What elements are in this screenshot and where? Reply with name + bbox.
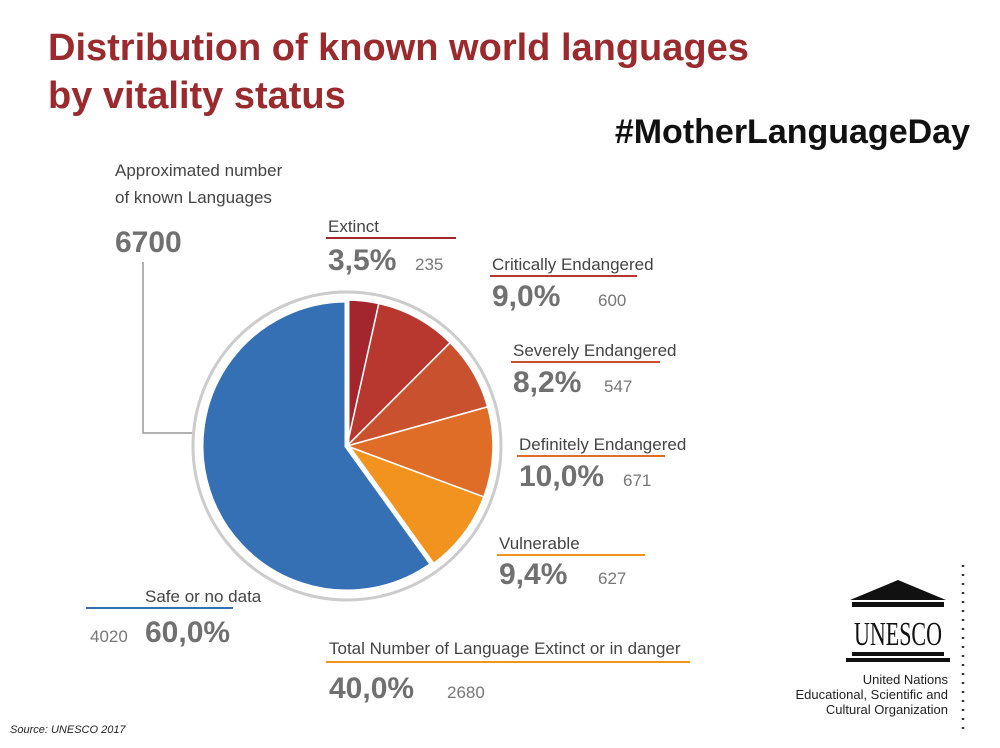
- percent-label: 8,2%: [513, 366, 581, 399]
- title-line: by vitality status: [48, 75, 346, 117]
- summary-label: Total Number of Language Extinct or in d…: [329, 639, 681, 658]
- category-label: Safe or no data: [145, 587, 262, 606]
- pie-slice: [345, 302, 452, 449]
- org-line: Educational, Scientific and: [796, 687, 948, 702]
- total-label: Approximated number: [115, 161, 283, 180]
- logo-name: UNESCO: [854, 616, 942, 653]
- category-label: Vulnerable: [499, 534, 580, 553]
- source: Source: UNESCO 2017: [10, 724, 126, 736]
- percent-label: 3,5%: [328, 244, 396, 277]
- count-label: 671: [623, 471, 651, 490]
- percent-label: 9,4%: [499, 558, 567, 591]
- total-value: 6700: [115, 226, 182, 259]
- summary-count: 2680: [447, 683, 485, 702]
- pie-slice: [198, 297, 436, 595]
- category-label: Critically Endangered: [492, 255, 654, 274]
- pie: [198, 297, 494, 595]
- hashtag: #MotherLanguageDay: [615, 113, 970, 151]
- connector: [142, 262, 192, 434]
- count-label: 600: [598, 291, 626, 310]
- category-label: Extinct: [328, 217, 379, 236]
- total-label: of known Languages: [115, 188, 272, 207]
- title-line: Distribution of known world languages: [48, 27, 749, 69]
- pie-slice: [344, 405, 494, 498]
- count-label: 235: [415, 255, 443, 274]
- unesco-logo: UNESCO: [846, 565, 965, 730]
- org-line: United Nations: [863, 672, 949, 687]
- percent-label: 60,0%: [145, 616, 230, 649]
- category-label: Definitely Endangered: [519, 435, 686, 454]
- percent-label: 9,0%: [492, 280, 560, 313]
- labels: Extinct 3,5% 235 Critically Endangered 9,0% 6…: [86, 217, 690, 705]
- count-label: 627: [598, 569, 626, 588]
- org-line: Cultural Organization: [826, 702, 948, 717]
- count-label: 547: [604, 377, 632, 396]
- count-label: 4020: [90, 627, 128, 646]
- summary-percent: 40,0%: [329, 672, 414, 705]
- percent-label: 10,0%: [519, 460, 604, 493]
- category-label: Severely Endangered: [513, 341, 677, 360]
